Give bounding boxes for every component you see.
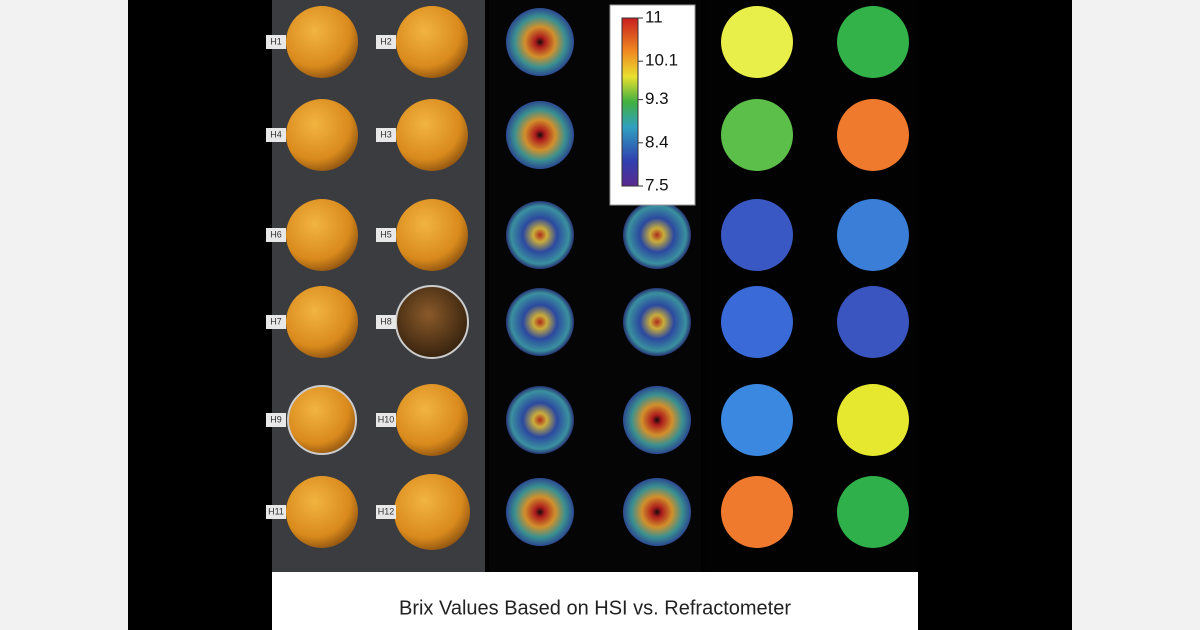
refractometer-map	[721, 6, 793, 78]
refractometer-map	[721, 199, 793, 271]
caption-band	[272, 572, 918, 630]
fruit-label: H9	[270, 414, 282, 424]
hsi-map	[506, 478, 574, 546]
colorbar-tick-label: 10.1	[645, 51, 678, 70]
fruit-label: H4	[270, 129, 282, 139]
fruits: H1 H2 H4 H3 H6 H5 H7 H8 H9 H10 H11 H12	[266, 6, 909, 550]
fruit-tag	[266, 413, 286, 427]
hsi-map	[506, 201, 574, 269]
fruit-photo	[286, 286, 358, 358]
refractometer-map	[837, 6, 909, 78]
fruit-tag	[376, 315, 396, 329]
fruit-tag	[376, 35, 396, 49]
colorbar	[621, 17, 639, 187]
fruit-tag	[266, 315, 286, 329]
refractometer-map	[837, 286, 909, 358]
colorbar-ticks: 11 10.1 9.3 8.4 7.5	[638, 7, 678, 194]
fruit-photo	[394, 474, 470, 550]
refractometer-panel	[705, 0, 918, 572]
fruit-tag	[376, 505, 396, 519]
hsi-map	[506, 8, 574, 76]
fruit-photo	[286, 6, 358, 78]
fruit-tag	[376, 413, 396, 427]
fruit-tag	[376, 128, 396, 142]
hsi-map	[623, 386, 691, 454]
fruit-label: H8	[380, 316, 392, 326]
hsi-map	[623, 288, 691, 356]
fruit-photo	[396, 199, 468, 271]
hsi-map	[506, 386, 574, 454]
refractometer-map	[837, 99, 909, 171]
fruit-tag	[266, 228, 286, 242]
fruit-label: H11	[268, 506, 284, 516]
fruit-label: H10	[378, 414, 395, 424]
fruit-photo	[396, 384, 468, 456]
fruit-photo	[286, 99, 358, 171]
fruit-label: H5	[380, 229, 392, 239]
fruit-tag	[266, 35, 286, 49]
refractometer-map	[721, 476, 793, 548]
hsi-map	[623, 478, 691, 546]
caption: Brix Values Based on HSI vs. Refractomet…	[399, 597, 791, 619]
refractometer-map	[721, 99, 793, 171]
photo-panel	[272, 0, 485, 572]
hsi-map	[506, 101, 574, 169]
fruit-photo	[396, 99, 468, 171]
fruit-label: H1	[270, 36, 282, 46]
refractometer-map	[837, 384, 909, 456]
fruit-photo	[287, 385, 357, 455]
fruit-photo	[396, 6, 468, 78]
colorbar-tick-label: 9.3	[645, 89, 669, 108]
refractometer-map	[837, 199, 909, 271]
fruit-tag	[376, 228, 396, 242]
fruit-photo	[286, 476, 358, 548]
colorbar-tick-label: 11	[645, 7, 663, 26]
refractometer-map	[837, 476, 909, 548]
hsi-map	[506, 288, 574, 356]
refractometer-map	[721, 384, 793, 456]
fruit-label: H6	[270, 229, 282, 239]
refractometer-map	[721, 286, 793, 358]
fruit-photo	[395, 285, 469, 359]
fruit-tag	[266, 505, 286, 519]
colorbar-tick-label: 7.5	[645, 175, 669, 194]
fruit-label: H12	[378, 506, 395, 516]
fruit-label: H7	[270, 316, 282, 326]
fruit-tag	[266, 128, 286, 142]
colorbar-tick-label: 8.4	[645, 132, 669, 151]
hsi-map	[623, 201, 691, 269]
fruit-photo	[286, 199, 358, 271]
fruit-label: H2	[380, 36, 392, 46]
fruit-label: H3	[380, 129, 392, 139]
